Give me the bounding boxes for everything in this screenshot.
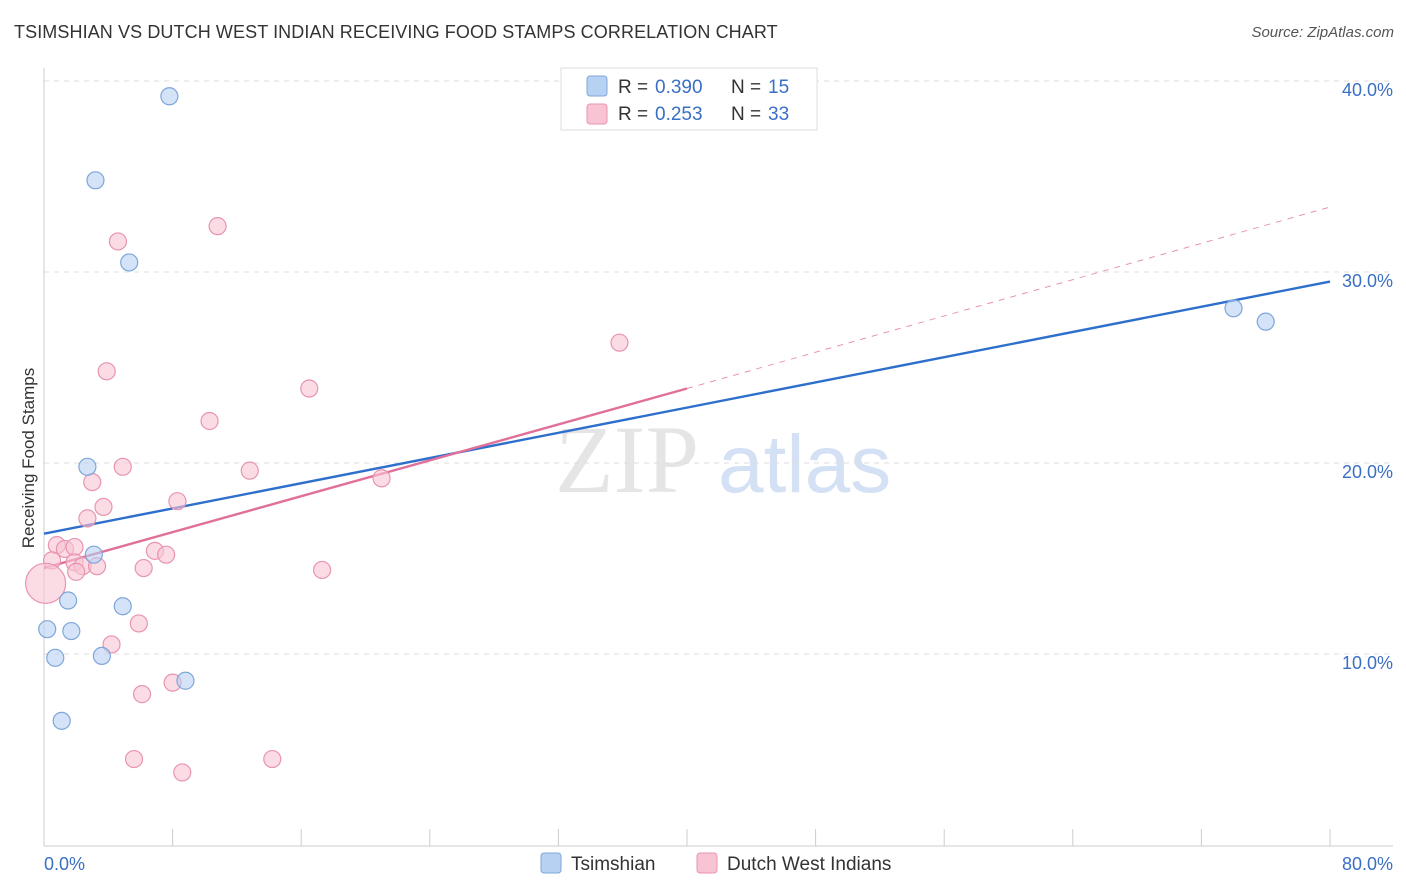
point-tsimshian-14 <box>1256 312 1275 331</box>
trend-extension-dutch-west-indians <box>686 206 1331 389</box>
legend-r-label-2: R = <box>618 104 648 125</box>
legend-bottom: Tsimshian Dutch West Indians <box>540 852 891 875</box>
chart-title: TSIMSHIAN VS DUTCH WEST INDIAN RECEIVING… <box>14 22 778 42</box>
axes <box>43 68 1393 847</box>
y-tick-label-1: 20.0% <box>1342 462 1393 482</box>
point-tsimshian-8 <box>62 621 81 641</box>
point-dutch-west-indians-16 <box>157 545 176 564</box>
chart-source: Source: ZipAtlas.com <box>1251 24 1394 41</box>
trend-line-tsimshian <box>43 280 1331 535</box>
point-tsimshian-6 <box>113 597 132 616</box>
point-tsimshian-12 <box>52 711 71 730</box>
legend-n-label-2: N = <box>731 104 761 125</box>
point-dutch-west-indians-4 <box>200 411 219 431</box>
point-dutch-west-indians-14 <box>65 537 84 557</box>
point-tsimshian-2 <box>120 253 139 272</box>
x-axis-ticks <box>43 829 1331 846</box>
trend-line-dutch-west-indians <box>43 387 688 570</box>
point-tsimshian-3 <box>78 457 97 476</box>
point-tsimshian-1 <box>86 171 105 190</box>
point-dutch-west-indians-5 <box>113 457 132 476</box>
y-tick-label-2: 30.0% <box>1342 271 1393 291</box>
bottom-legend-swatch-pink <box>696 852 718 874</box>
point-dutch-west-indians-0 <box>108 232 128 251</box>
point-dutch-west-indians-27 <box>132 685 152 704</box>
point-dutch-west-indians-3 <box>300 379 319 398</box>
y-axis-title: Receiving Food Stamps <box>19 368 38 548</box>
legend-n-value-1: 15 <box>768 77 789 98</box>
bottom-legend-label-dutch-west-indians: Dutch West Indians <box>727 854 891 875</box>
point-dutch-west-indians-1 <box>208 217 227 236</box>
x-tick-label-1: 80.0% <box>1342 854 1393 874</box>
point-dutch-west-indians-22 <box>312 560 332 580</box>
legend-n-label-1: N = <box>731 77 761 98</box>
point-dutch-west-indians-10 <box>94 497 113 517</box>
point-dutch-west-indians-24 <box>25 562 67 604</box>
point-tsimshian-9 <box>46 648 65 667</box>
y-tick-label-3: 40.0% <box>1342 80 1393 100</box>
point-tsimshian-7 <box>38 620 57 639</box>
point-dutch-west-indians-9 <box>168 492 187 511</box>
legend-swatch-blue <box>586 75 608 97</box>
data-points <box>25 87 1275 782</box>
point-tsimshian-10 <box>92 646 111 666</box>
legend-r-label-1: R = <box>618 77 648 98</box>
point-dutch-west-indians-25 <box>129 614 148 633</box>
point-tsimshian-13 <box>1224 299 1243 318</box>
legend-swatch-pink <box>586 103 608 125</box>
point-tsimshian-4 <box>84 545 103 564</box>
trend-lines <box>43 206 1331 570</box>
point-dutch-west-indians-11 <box>78 509 97 528</box>
legend-top: R = 0.390 N = 15 R = 0.253 N = 33 <box>560 67 818 131</box>
point-tsimshian-11 <box>176 671 195 690</box>
bottom-legend-label-tsimshian: Tsimshian <box>571 854 655 875</box>
point-dutch-west-indians-6 <box>240 461 259 480</box>
x-axis-tick-labels: 0.0% 80.0% <box>44 854 1393 874</box>
point-dutch-west-indians-32 <box>263 749 282 769</box>
x-tick-label-0: 0.0% <box>44 854 85 874</box>
point-dutch-west-indians-21 <box>134 558 153 578</box>
point-dutch-west-indians-7 <box>372 469 391 488</box>
point-dutch-west-indians-2 <box>97 362 116 381</box>
point-dutch-west-indians-8 <box>83 473 102 492</box>
legend-r-value-2: 0.253 <box>655 104 703 125</box>
legend-n-value-2: 33 <box>768 104 789 125</box>
point-dutch-west-indians-31 <box>173 763 192 782</box>
watermark-atlas: atlas <box>718 419 891 510</box>
point-dutch-west-indians-30 <box>124 749 144 769</box>
point-tsimshian-0 <box>160 87 179 106</box>
watermark-zip: ZIP <box>555 406 699 513</box>
point-tsimshian-5 <box>59 591 78 610</box>
y-tick-label-0: 10.0% <box>1342 653 1393 673</box>
grid-lines <box>44 80 1393 655</box>
point-dutch-west-indians-29 <box>610 333 629 352</box>
legend-r-value-1: 0.390 <box>655 77 703 98</box>
y-axis-tick-labels: 10.0% 20.0% 30.0% 40.0% <box>1342 80 1393 673</box>
bottom-legend-swatch-blue <box>540 852 562 874</box>
point-dutch-west-indians-23 <box>67 562 86 581</box>
